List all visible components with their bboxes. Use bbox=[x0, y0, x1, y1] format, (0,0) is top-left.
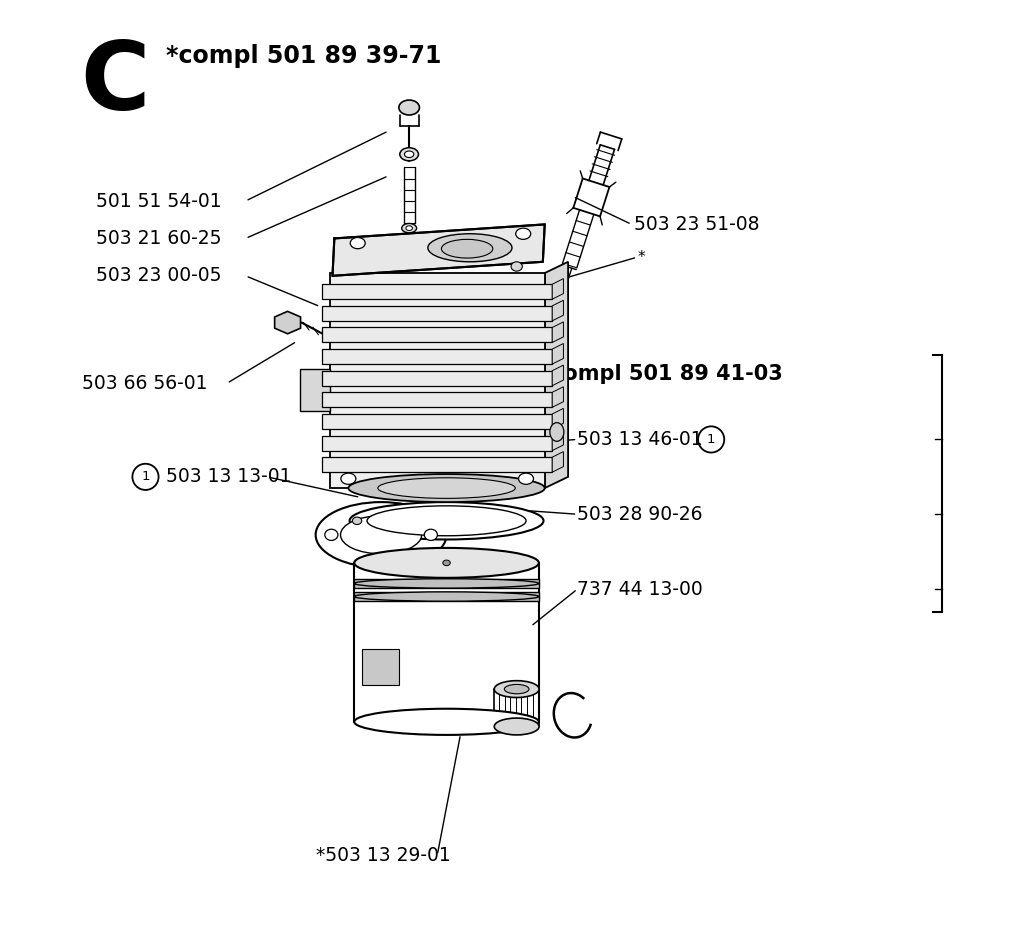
Ellipse shape bbox=[495, 681, 539, 698]
Ellipse shape bbox=[399, 100, 420, 115]
Text: 503 23 00-05: 503 23 00-05 bbox=[96, 266, 221, 285]
Text: 503 66 56-01: 503 66 56-01 bbox=[82, 374, 208, 393]
Ellipse shape bbox=[550, 423, 564, 441]
Polygon shape bbox=[323, 306, 552, 321]
Text: 503 13 46-01: 503 13 46-01 bbox=[578, 430, 703, 449]
Polygon shape bbox=[552, 279, 563, 299]
Polygon shape bbox=[323, 393, 552, 408]
Ellipse shape bbox=[341, 516, 422, 554]
Polygon shape bbox=[354, 592, 539, 601]
Ellipse shape bbox=[354, 709, 539, 735]
Text: *503 13 29-01: *503 13 29-01 bbox=[315, 846, 451, 865]
Polygon shape bbox=[545, 262, 568, 488]
Ellipse shape bbox=[350, 237, 366, 249]
Polygon shape bbox=[323, 371, 552, 386]
Polygon shape bbox=[274, 311, 301, 334]
Polygon shape bbox=[323, 436, 552, 451]
Polygon shape bbox=[552, 387, 563, 408]
Ellipse shape bbox=[495, 718, 539, 735]
Ellipse shape bbox=[354, 579, 539, 588]
Ellipse shape bbox=[441, 239, 493, 258]
Text: 1: 1 bbox=[707, 433, 716, 446]
Polygon shape bbox=[552, 300, 563, 321]
Polygon shape bbox=[323, 457, 552, 472]
Text: *: * bbox=[637, 250, 645, 265]
Text: 503 21 60-25: 503 21 60-25 bbox=[96, 229, 221, 248]
Ellipse shape bbox=[348, 474, 545, 502]
Ellipse shape bbox=[341, 473, 356, 484]
Polygon shape bbox=[300, 369, 330, 411]
Polygon shape bbox=[323, 327, 552, 342]
Polygon shape bbox=[552, 366, 563, 386]
Polygon shape bbox=[354, 579, 539, 588]
Text: 503 23 51-08: 503 23 51-08 bbox=[634, 215, 759, 234]
Text: 501 51 54-01: 501 51 54-01 bbox=[96, 192, 221, 210]
Polygon shape bbox=[330, 273, 545, 488]
Polygon shape bbox=[552, 430, 563, 451]
Text: 1: 1 bbox=[141, 470, 150, 483]
Ellipse shape bbox=[428, 234, 512, 262]
Polygon shape bbox=[552, 452, 563, 472]
Ellipse shape bbox=[354, 592, 539, 601]
Text: 737 44 13-00: 737 44 13-00 bbox=[578, 580, 703, 598]
Text: 503 28 90-26: 503 28 90-26 bbox=[578, 505, 702, 524]
Polygon shape bbox=[552, 343, 563, 364]
Ellipse shape bbox=[399, 148, 419, 161]
Text: *compl 501 89 39-71: *compl 501 89 39-71 bbox=[166, 44, 441, 68]
Ellipse shape bbox=[518, 473, 534, 484]
Text: *compl 501 89 41-03: *compl 501 89 41-03 bbox=[540, 364, 782, 384]
Ellipse shape bbox=[442, 560, 451, 566]
Ellipse shape bbox=[315, 502, 446, 568]
Ellipse shape bbox=[406, 226, 413, 231]
Polygon shape bbox=[323, 414, 552, 429]
Ellipse shape bbox=[352, 517, 361, 525]
Ellipse shape bbox=[424, 529, 437, 540]
Polygon shape bbox=[361, 649, 399, 684]
Ellipse shape bbox=[378, 478, 515, 498]
Ellipse shape bbox=[511, 262, 522, 271]
Ellipse shape bbox=[325, 529, 338, 540]
Ellipse shape bbox=[505, 684, 529, 694]
Ellipse shape bbox=[367, 506, 526, 536]
Ellipse shape bbox=[404, 151, 414, 157]
Polygon shape bbox=[552, 409, 563, 429]
Ellipse shape bbox=[354, 548, 539, 578]
Polygon shape bbox=[552, 322, 563, 342]
Polygon shape bbox=[323, 284, 552, 299]
Ellipse shape bbox=[516, 228, 530, 239]
Polygon shape bbox=[323, 349, 552, 364]
Ellipse shape bbox=[349, 502, 544, 539]
Text: C: C bbox=[80, 38, 150, 130]
Polygon shape bbox=[333, 224, 545, 276]
Text: 503 13 13-01: 503 13 13-01 bbox=[166, 468, 292, 486]
Ellipse shape bbox=[401, 223, 417, 233]
